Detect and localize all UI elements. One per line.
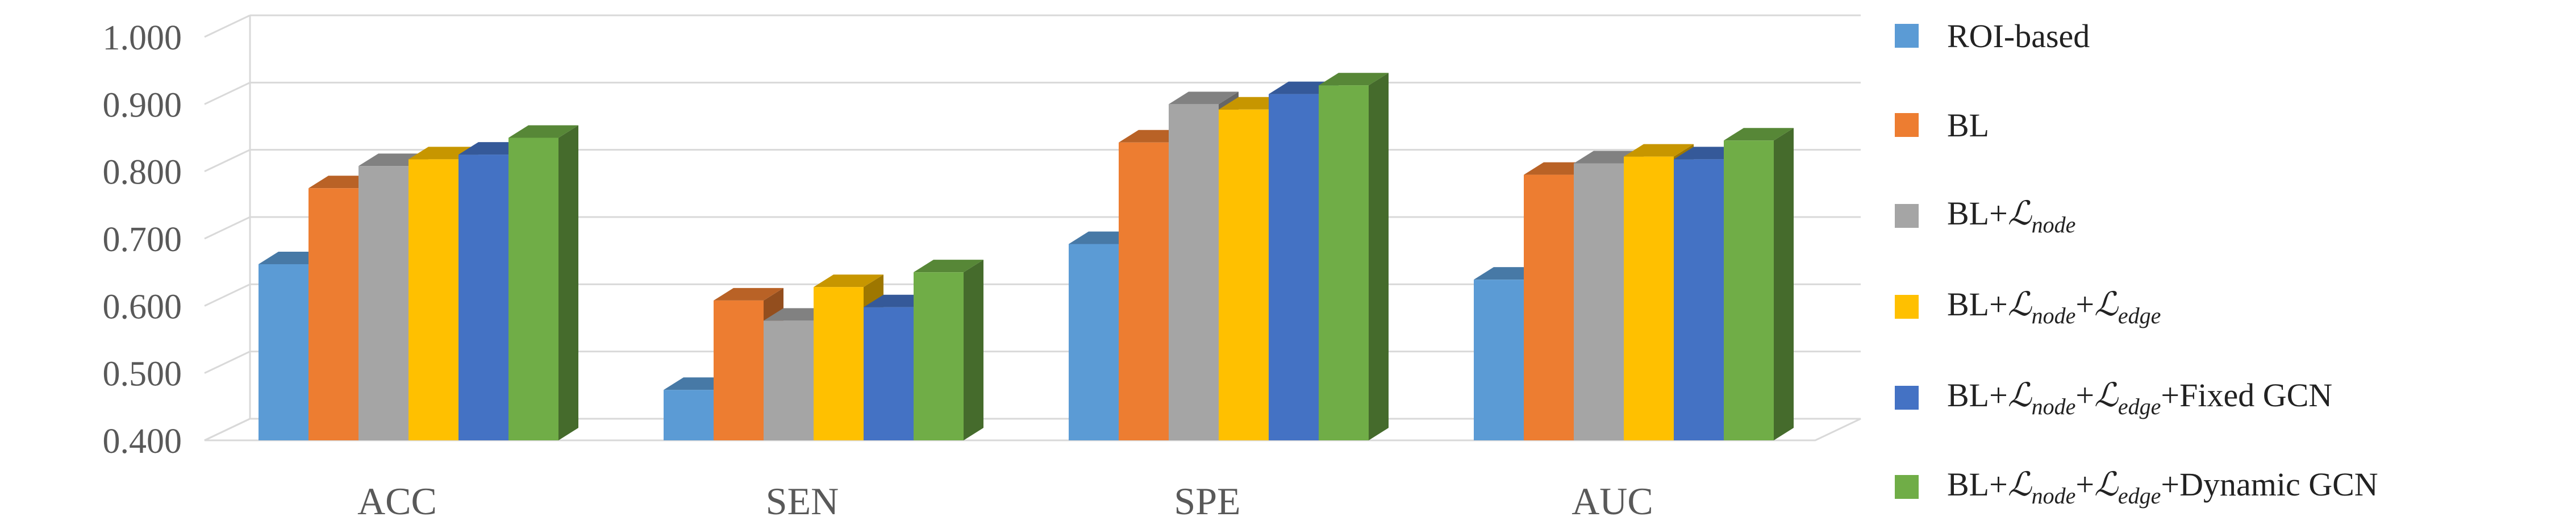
bar-front [359,166,409,440]
x-tick-label: AUC [1572,480,1653,523]
gridline-side [204,351,251,374]
legend-swatch [1895,295,1919,319]
bar-front [1219,109,1269,441]
bar-side [964,260,983,440]
bar-top [1724,128,1794,141]
bar-front [1319,85,1369,440]
bar-front [1269,94,1319,441]
bar-front [508,138,558,440]
legend-swatch [1895,386,1919,410]
gridline-side [204,283,251,307]
legend-label: ROI-based [1947,17,2090,55]
chart-svg: 0.400 0.500 0.600 0.700 0.800 0.900 1.000 ACC SE… [103,14,1861,523]
legend-item: BL+ℒnode+ℒedge+Fixed GCN [1895,372,2332,423]
bar-front [814,287,864,440]
bar-top [914,260,983,273]
bar-side [558,125,578,440]
legend-label: BL+ℒnode+ℒedge+Fixed GCN [1947,377,2333,419]
bar-side [1774,128,1794,440]
bar-front [1169,104,1219,441]
bar-front [259,264,309,440]
x-tick-label: SPE [1174,480,1240,523]
bar-top [814,274,883,288]
y-tick-label: 0.600 [103,288,182,326]
bar-front [409,159,458,440]
bar-front [714,300,764,440]
gridline-side [204,149,251,173]
bar-front [664,390,714,440]
y-tick-label: 0.900 [103,86,182,124]
legend-item: BL+ℒnode+ℒedge [1895,281,2161,332]
bar-front [1724,140,1774,440]
legend-swatch [1895,113,1919,137]
bar [864,294,933,440]
legend: ROI-based BL BL+ℒnode BL+ℒnode+ℒedge BL+ℒnod… [1895,0,2571,525]
legend-item: BL+ℒnode [1895,190,2075,241]
bar-top [1319,73,1389,86]
y-tick-label: 0.500 [103,355,182,394]
bar-front [1624,156,1674,440]
y-tick-label: 0.800 [103,153,182,192]
x-axis: ACC SEN SPE AUC [357,480,1653,523]
bar-front [309,188,359,440]
gridline-side [204,216,251,240]
bar-front [1674,159,1724,440]
y-axis: 0.400 0.500 0.600 0.700 0.800 0.900 1.000 [103,19,182,461]
legend-swatch [1895,204,1919,228]
x-tick-label: SEN [766,480,839,523]
gridline-side [204,81,251,105]
y-tick-label: 0.700 [103,220,182,259]
bar-front [1474,280,1524,440]
bar-front [914,272,964,440]
bar-front [1119,142,1169,441]
bar-front [458,155,508,440]
bars [259,73,1794,441]
legend-label: BL+ℒnode+ℒedge [1947,286,2161,328]
bar-front [1524,174,1574,440]
bar-side [1369,73,1389,440]
x-tick-label: ACC [357,480,437,523]
bar-top [714,288,783,301]
bar [508,125,578,440]
gridline-side [204,14,251,38]
bar [1319,73,1389,440]
bar-front [764,320,814,440]
bar-top [1624,144,1694,157]
bar [1724,128,1794,440]
legend-item: BL+ℒnode+ℒedge+Dynamic GCN [1895,461,2378,512]
y-tick-label: 0.400 [103,422,182,461]
bar [914,260,983,440]
legend-label: BL+ℒnode [1947,195,2076,238]
legend-item: ROI-based [1895,10,2090,61]
bar-front [1069,244,1119,440]
legend-swatch [1895,475,1919,499]
y-tick-label: 1.000 [103,19,182,57]
legend-swatch [1895,24,1919,48]
bar-chart: 0.400 0.500 0.600 0.700 0.800 0.900 1.000 ACC SE… [103,14,1861,523]
legend-item: BL [1895,99,1989,151]
bar-top [508,125,578,138]
bar-front [864,307,914,440]
legend-label: BL+ℒnode+ℒedge+Dynamic GCN [1947,466,2378,509]
bar-front [1574,163,1624,440]
legend-label: BL [1947,106,1990,144]
bar-top [1169,91,1239,105]
